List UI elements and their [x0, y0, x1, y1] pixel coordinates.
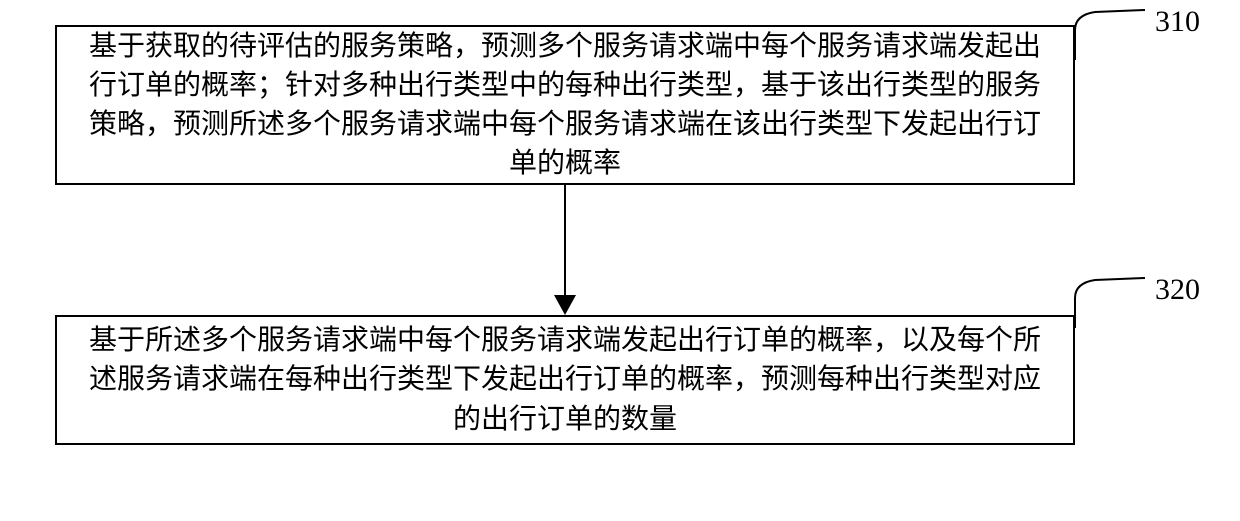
box2-label: 320 [1155, 273, 1200, 307]
flowchart-box-2: 基于所述多个服务请求端中每个服务请求端发起出行订单的概率，以及每个所述服务请求端… [55, 315, 1075, 445]
box2-text: 基于所述多个服务请求端中每个服务请求端发起出行订单的概率，以及每个所述服务请求端… [77, 321, 1053, 439]
flowchart-box-1: 基于获取的待评估的服务策略，预测多个服务请求端中每个服务请求端发起出行订单的概率… [55, 25, 1075, 185]
box1-label: 310 [1155, 5, 1200, 39]
box1-text: 基于获取的待评估的服务策略，预测多个服务请求端中每个服务请求端发起出行订单的概率… [77, 27, 1053, 184]
arrow-line [564, 185, 566, 300]
connector-curve-2 [1075, 278, 1155, 328]
arrow-head [554, 295, 576, 315]
connector-curve-1 [1075, 10, 1155, 60]
flowchart-container: 基于获取的待评估的服务策略，预测多个服务请求端中每个服务请求端发起出行订单的概率… [0, 0, 1240, 521]
